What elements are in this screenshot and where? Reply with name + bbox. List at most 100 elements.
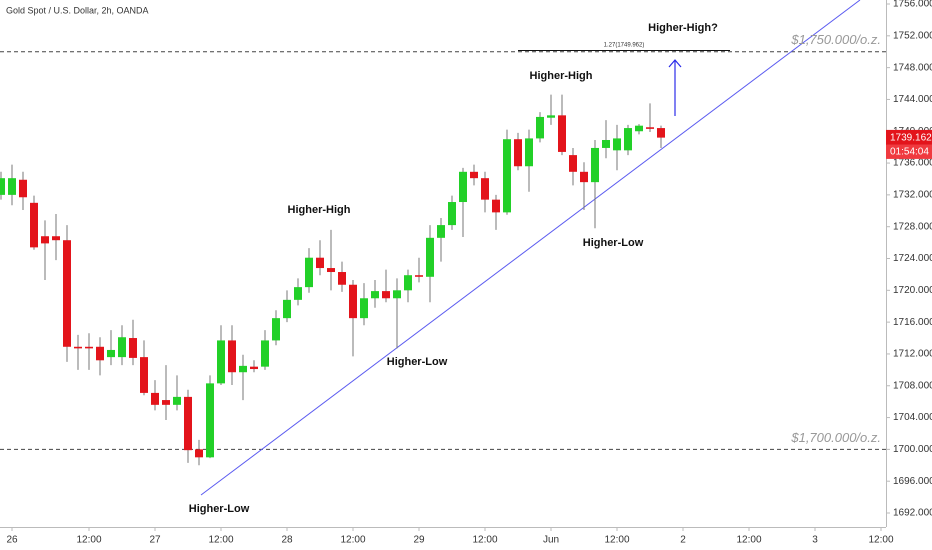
x-tick-label: 12:00 <box>472 535 497 546</box>
y-tick-label: 1732.000 <box>893 190 932 201</box>
candle-body <box>525 138 533 167</box>
candle-body <box>415 275 423 277</box>
candle-body <box>580 171 588 183</box>
candle-body <box>74 346 82 349</box>
candle-body <box>250 366 258 370</box>
y-tick-label: 1736.000 <box>893 158 932 169</box>
candle-body <box>624 128 632 151</box>
y-tick-label: 1704.000 <box>893 412 932 423</box>
x-tick-label: Jun <box>543 535 559 546</box>
candle-body <box>85 346 93 349</box>
candle-body <box>239 365 247 373</box>
chart-title: Gold Spot / U.S. Dollar, 2h, OANDA <box>6 5 149 15</box>
x-tick-label: 12:00 <box>868 535 893 546</box>
candle-body <box>8 178 16 195</box>
candle-body <box>349 284 357 319</box>
candle-body <box>52 236 60 241</box>
candle-body <box>30 202 38 248</box>
level-label: $1,750.000/o.z. <box>790 32 881 47</box>
candle-body <box>118 337 126 358</box>
candle-body <box>547 115 555 118</box>
y-tick-label: 1752.000 <box>893 30 932 41</box>
last-price-box <box>886 129 932 145</box>
y-tick-label: 1720.000 <box>893 285 932 296</box>
x-tick-label: 27 <box>149 535 161 546</box>
candle-body <box>393 290 401 299</box>
candle-body <box>492 199 500 213</box>
x-tick-label: 29 <box>413 535 425 546</box>
x-tick-label: 3 <box>812 535 818 546</box>
y-tick-label: 1708.000 <box>893 380 932 391</box>
plot <box>0 0 886 496</box>
candle-body <box>371 291 379 299</box>
candle-body <box>140 357 148 393</box>
candle-body <box>503 139 511 213</box>
candle-body <box>558 115 566 152</box>
candle-body <box>382 291 390 299</box>
candle-body <box>217 340 225 384</box>
fib-label: 1.27(1749.962) <box>604 43 645 49</box>
candle-body <box>206 383 214 458</box>
candle-body <box>294 287 302 300</box>
annotation: Higher-Low <box>387 356 448 368</box>
last-price-label: 1739.162 <box>890 133 932 144</box>
candle-body <box>162 400 170 405</box>
candle-body <box>107 349 115 358</box>
candle-body <box>63 240 71 347</box>
candle-body <box>426 237 434 277</box>
y-tick-label: 1716.000 <box>893 317 932 328</box>
candle-body <box>657 128 665 138</box>
x-tick-label: 26 <box>6 535 18 546</box>
candle-body <box>514 139 522 167</box>
candle-body <box>536 116 544 139</box>
level-label: $1,700.000/o.z. <box>790 430 881 445</box>
candle-body <box>129 338 137 358</box>
candle-body <box>228 340 236 373</box>
candle-body <box>470 171 478 179</box>
annotation: Higher-Low <box>189 503 250 515</box>
x-tick-label: 12:00 <box>736 535 761 546</box>
y-tick-label: 1728.000 <box>893 221 932 232</box>
annotation: Higher-High <box>288 204 351 216</box>
candle-body <box>316 257 324 269</box>
countdown-box <box>886 144 932 159</box>
candle-body <box>360 298 368 319</box>
candle-body <box>173 396 181 405</box>
candle-body <box>613 138 621 151</box>
x-tick-label: 12:00 <box>604 535 629 546</box>
countdown-label: 01:54:04 <box>890 147 929 158</box>
candle-body <box>283 299 291 319</box>
candle-body <box>272 318 280 341</box>
x-tick-label: 28 <box>281 535 293 546</box>
candle-body <box>327 268 335 273</box>
candle-body <box>96 346 104 361</box>
y-tick-label: 1748.000 <box>893 62 932 73</box>
candle-body <box>602 139 610 148</box>
candle-body <box>646 127 654 129</box>
candle-body <box>591 147 599 183</box>
arrow-head <box>668 59 682 68</box>
y-tick-label: 1744.000 <box>893 94 932 105</box>
y-tick-label: 1696.000 <box>893 476 932 487</box>
candle-body <box>305 257 313 288</box>
candle-body <box>569 155 577 172</box>
candle-body <box>184 396 192 451</box>
candle-body <box>195 449 203 458</box>
candle-body <box>437 225 445 238</box>
y-tick-label: 1700.000 <box>893 444 932 455</box>
y-tick-label: 1724.000 <box>893 253 932 264</box>
trendline <box>200 0 861 496</box>
candle-body <box>261 340 269 367</box>
candle-body <box>635 125 643 132</box>
candle-body <box>481 178 489 200</box>
candle-body <box>151 392 159 405</box>
y-tick-label: 1712.000 <box>893 349 932 360</box>
x-tick-label: 12:00 <box>340 535 365 546</box>
candle-body <box>41 236 49 244</box>
x-tick-label: 12:00 <box>208 535 233 546</box>
candle-body <box>338 272 346 285</box>
annotation: Higher-High? <box>648 22 718 34</box>
y-tick-label: 1756.000 <box>893 0 932 10</box>
